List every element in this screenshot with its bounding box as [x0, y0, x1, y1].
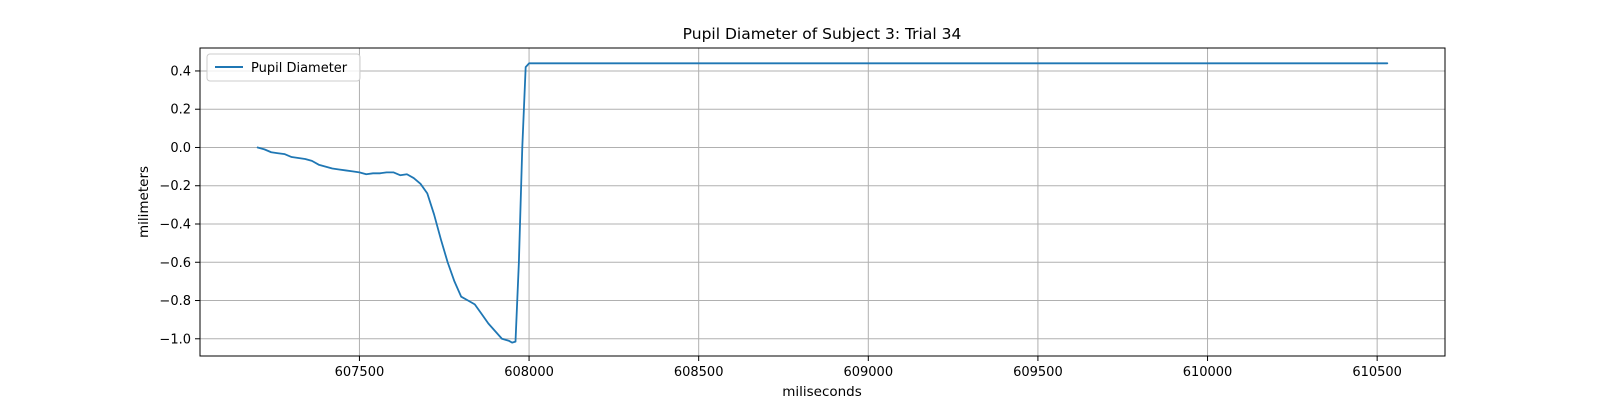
ticks: 607500 608000 608500 609000 609500 610000 6105…: [159, 64, 1402, 380]
legend-label: Pupil Diameter: [251, 61, 348, 76]
plot-area: [200, 48, 1445, 356]
y-tick-label: −0.8: [159, 294, 191, 309]
y-tick-label: 0.4: [170, 64, 191, 79]
legend: Pupil Diameter: [206, 53, 361, 82]
series-layer: [256, 62, 1389, 344]
y-axis-label: milimeters: [136, 166, 152, 238]
x-tick-label: 610000: [1183, 365, 1233, 380]
x-tick-label: 608000: [504, 365, 554, 380]
chart-title: Pupil Diameter of Subject 3: Trial 34: [683, 25, 962, 43]
series-line-pupil-diameter: [256, 62, 1389, 344]
x-axis-label: miliseconds: [782, 384, 862, 400]
x-tick-label: 609500: [1013, 365, 1063, 380]
x-tick-label: 608500: [674, 365, 724, 380]
y-tick-label: 0.0: [170, 141, 191, 156]
y-tick-label: −0.2: [159, 179, 191, 194]
x-tick-label: 609000: [843, 365, 893, 380]
plot-frame: [199, 47, 1446, 357]
y-tick-label: −1.0: [159, 332, 191, 347]
grid: [200, 48, 1445, 356]
x-tick-label: 610500: [1352, 365, 1402, 380]
x-tick-label: 607500: [335, 365, 385, 380]
legend-box: [206, 53, 361, 82]
y-tick-label: −0.6: [159, 256, 191, 271]
y-tick-label: 0.2: [170, 103, 191, 118]
y-tick-label: −0.4: [159, 218, 191, 233]
